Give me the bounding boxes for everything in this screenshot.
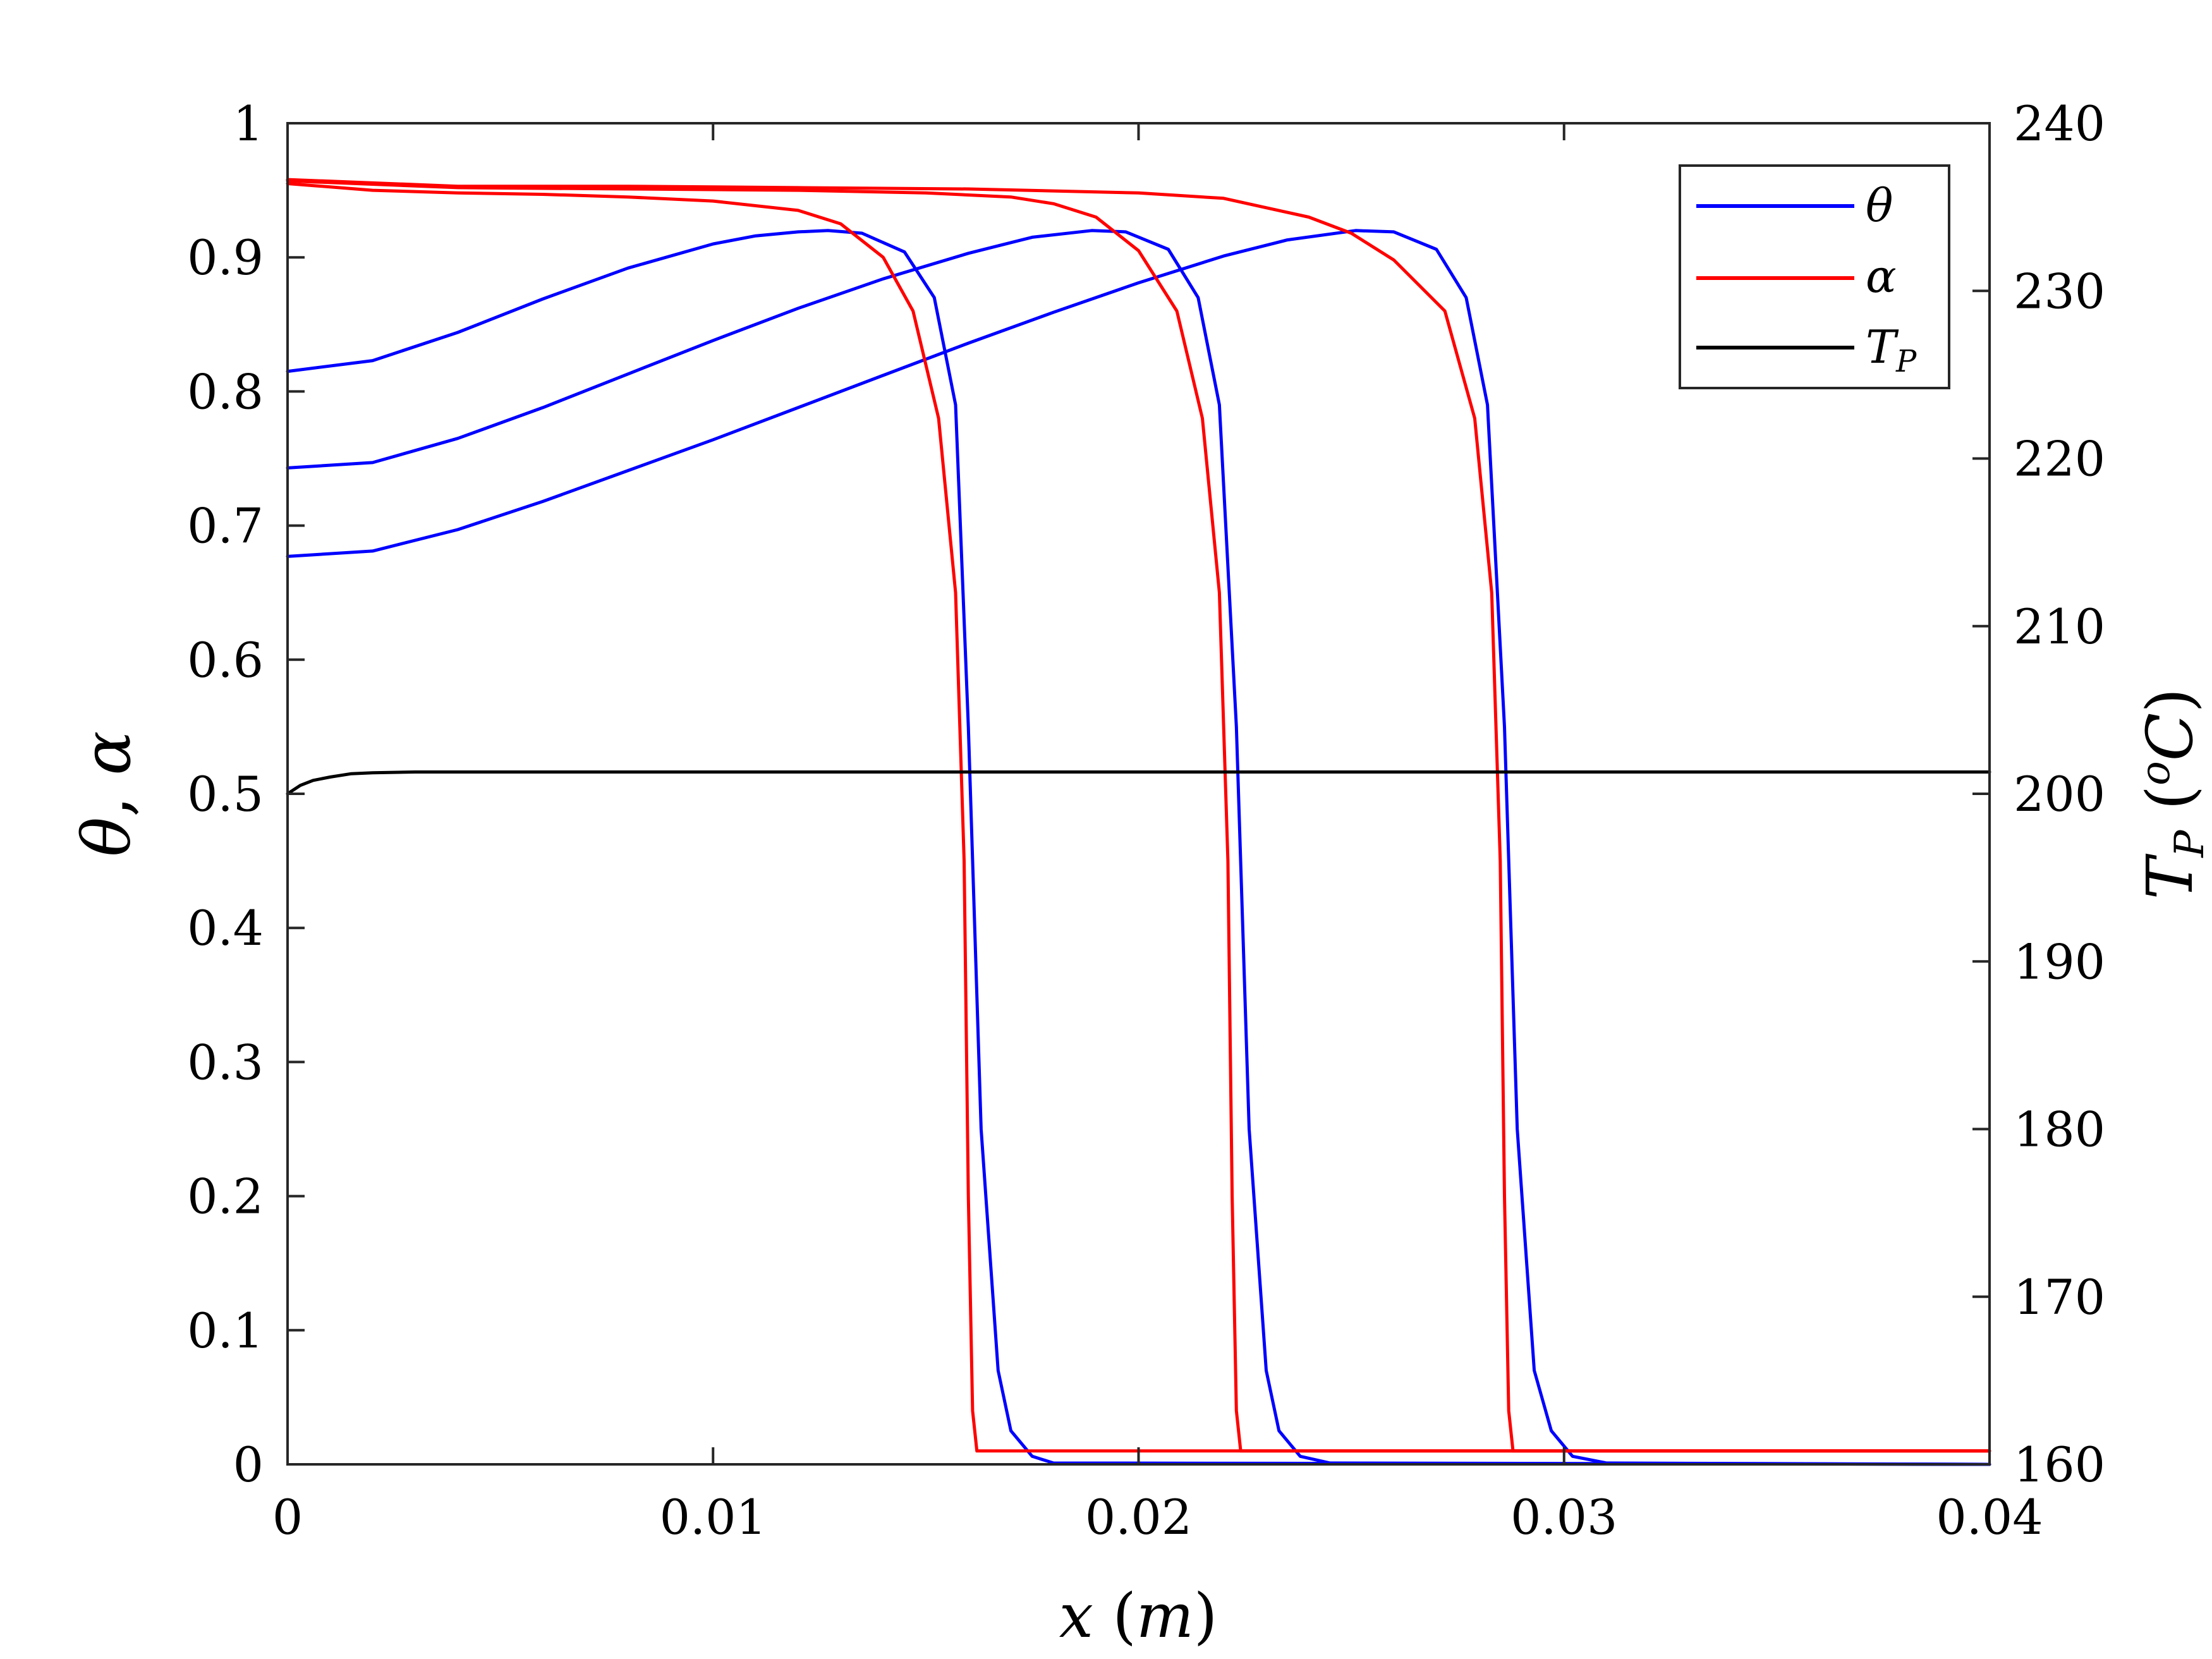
x-tick-label: 0.02	[1085, 1489, 1192, 1545]
y-left-tick-label: 0.7	[187, 498, 264, 554]
right-axis-label-group: TP (oC)	[2132, 688, 2212, 900]
y-right-tick-label: 180	[2014, 1102, 2105, 1158]
x-tick-label: 0	[272, 1489, 303, 1545]
tick-labels: 0 0.01 0.02 0.03 0.04 0 0.1 0.2 0.3 0.4 0.5 0.6 0.7 0…	[187, 95, 2105, 1545]
legend: θ α TP	[1679, 164, 1950, 389]
y-left-tick-label: 0.3	[187, 1034, 264, 1090]
x-tick-label: 0.01	[660, 1489, 767, 1545]
left-axis-label: θ, α	[68, 731, 145, 857]
x-tick-label: 0.03	[1510, 1489, 1617, 1545]
series-line-theta-2	[286, 229, 1991, 1466]
y-right-tick-label: 240	[2014, 95, 2105, 152]
y-right-tick-label: 170	[2014, 1269, 2105, 1325]
y-left-tick-label: 0.1	[187, 1303, 264, 1359]
y-left-tick-label: 0.9	[187, 229, 264, 286]
y-left-tick-label: 0.4	[187, 900, 264, 956]
series-line-theta-0	[286, 229, 1991, 1466]
y-right-tick-label: 220	[2014, 431, 2105, 487]
series-line-theta-1	[286, 229, 1991, 1466]
y-right-tick-label: 210	[2014, 599, 2105, 655]
y-left-tick-label: 0	[233, 1437, 264, 1493]
y-right-tick-label: 160	[2014, 1437, 2105, 1493]
series-lines	[286, 178, 1991, 1466]
y-right-tick-label: 200	[2014, 766, 2105, 822]
y-right-tick-label: 190	[2014, 933, 2105, 990]
x-axis-label: x (m)	[1059, 1581, 1218, 1651]
legend-label-alpha: α	[1866, 250, 1897, 303]
right-axis-label: TP (oC)	[2132, 688, 2212, 900]
series-line-alpha-5	[286, 178, 1991, 1453]
series-line-alpha-3	[286, 182, 1991, 1453]
x-tick-label: 0.04	[1936, 1489, 2043, 1545]
legend-label-tp: TP	[1866, 320, 1917, 379]
y-left-tick-label: 0.2	[187, 1169, 264, 1225]
series-line-alpha-4	[286, 179, 1991, 1453]
y-right-tick-label: 230	[2014, 263, 2105, 319]
y-left-tick-label: 0.5	[187, 766, 264, 822]
y-left-tick-label: 0.8	[187, 363, 264, 420]
plot-frame	[286, 122, 1991, 1466]
legend-label-theta: θ	[1866, 179, 1893, 232]
y-left-tick-label: 0.6	[187, 632, 264, 688]
series-line-tp-6	[286, 770, 1991, 796]
y-left-tick-label: 1	[233, 95, 264, 152]
left-axis-label-group: θ, α	[68, 731, 145, 857]
